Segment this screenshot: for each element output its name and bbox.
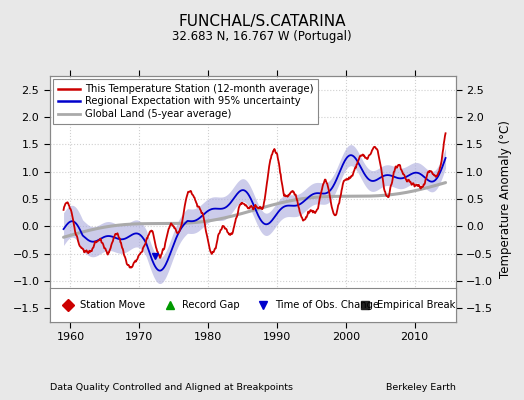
Text: Record Gap: Record Gap [182, 300, 239, 310]
Y-axis label: Temperature Anomaly (°C): Temperature Anomaly (°C) [499, 120, 512, 278]
Text: Time of Obs. Change: Time of Obs. Change [275, 300, 379, 310]
Text: Data Quality Controlled and Aligned at Breakpoints: Data Quality Controlled and Aligned at B… [50, 383, 293, 392]
Text: FUNCHAL/S.CATARINA: FUNCHAL/S.CATARINA [178, 14, 346, 29]
Legend: This Temperature Station (12-month average), Regional Expectation with 95% uncer: This Temperature Station (12-month avera… [53, 79, 318, 124]
Text: 32.683 N, 16.767 W (Portugal): 32.683 N, 16.767 W (Portugal) [172, 30, 352, 43]
Text: Berkeley Earth: Berkeley Earth [386, 383, 456, 392]
Text: Empirical Break: Empirical Break [377, 300, 455, 310]
Text: Station Move: Station Move [80, 300, 145, 310]
